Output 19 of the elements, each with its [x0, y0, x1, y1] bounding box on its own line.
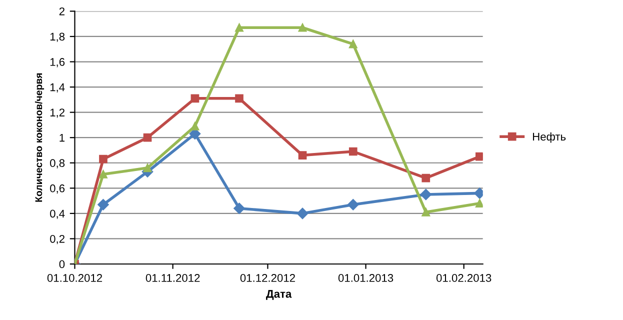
y-tick-label: 1,6 [50, 58, 65, 68]
x-tick-label: 01.02.2013 [436, 274, 492, 282]
x-axis-title: Дата [266, 290, 292, 300]
y-tick-label: 2 [59, 7, 64, 16]
y-tick-label: 0,4 [50, 210, 65, 219]
y-tick-label: 0 [59, 260, 65, 268]
y-tick-label: 0,8 [50, 159, 65, 168]
y-tick-label: 0,6 [50, 184, 65, 194]
y-tick-label: 1,8 [50, 32, 65, 42]
legend-label: Нефть [533, 132, 566, 143]
y-tick-label: 0,2 [50, 234, 64, 244]
y-tick-label: 1 [60, 134, 64, 142]
x-tick-label: 01.10.2012 [47, 274, 102, 282]
y-tick-label: 1,2 [50, 108, 64, 118]
y-axis-title: Количество коконов/червя [34, 73, 44, 202]
x-tick-label: 01.01.2013 [338, 274, 394, 282]
x-tick-label: 01.11.2012 [146, 274, 200, 282]
x-tick-label: 01.12.2012 [240, 274, 295, 282]
y-tick-label: 1,4 [50, 83, 65, 92]
